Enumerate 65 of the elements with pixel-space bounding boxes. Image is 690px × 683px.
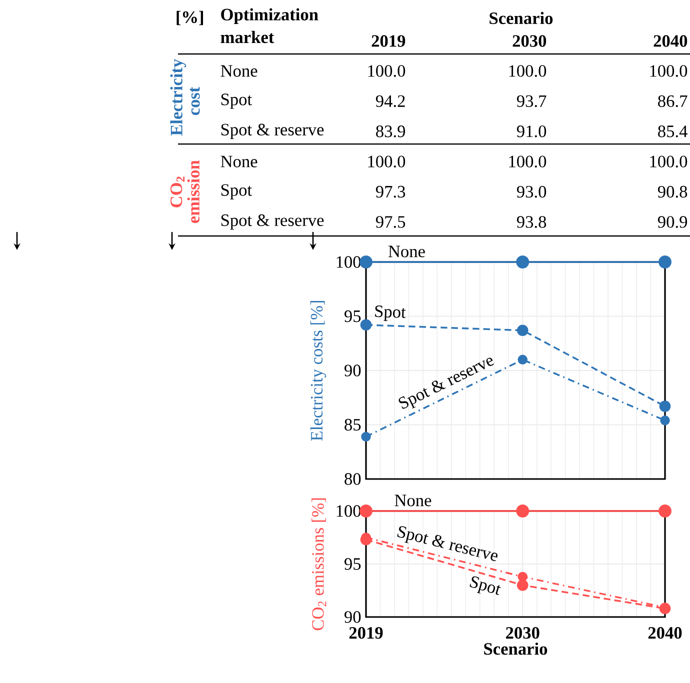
text: Optimization market [220, 8, 318, 44]
text: 100.0 [509, 156, 546, 168]
series-label: Spot [375, 305, 406, 321]
category-label: None [220, 65, 258, 77]
text: 100.0 [368, 156, 406, 168]
category-label: Spot & reserve [221, 124, 324, 139]
category-label: Spot & reserve [221, 214, 324, 230]
text: 85.4 [658, 126, 688, 138]
point [516, 324, 528, 336]
y-tick-label: 100 [336, 505, 361, 517]
category-label: 2040 [654, 35, 688, 47]
text: 100.0 [650, 65, 688, 77]
text: 83.9 [376, 126, 406, 138]
series-label: None [394, 494, 432, 506]
category-label: Spot [221, 184, 252, 200]
category-label: None [220, 156, 258, 168]
y-tick-label: 95 [344, 558, 361, 570]
point [360, 256, 372, 268]
y-tick-label: 90 [344, 364, 361, 376]
point [516, 504, 530, 518]
point [360, 319, 372, 331]
point [360, 504, 372, 518]
series-label: None [388, 246, 425, 258]
text: Scenario [490, 12, 553, 24]
point [659, 400, 671, 412]
point [518, 354, 528, 365]
text: 100.0 [650, 156, 688, 168]
text: [%] [176, 10, 204, 26]
text: 100.0 [368, 65, 406, 77]
text: 93.7 [516, 95, 546, 108]
point [516, 580, 528, 591]
text: 97.3 [376, 186, 406, 198]
text: 86.7 [658, 95, 688, 108]
point [516, 256, 530, 268]
text: Spot & reserve [397, 526, 498, 562]
text: 93.0 [516, 186, 546, 198]
category-label: Spot [221, 94, 252, 109]
text: 100.0 [509, 65, 546, 77]
x-axis-title: Scenario [484, 642, 548, 655]
y-axis-title: CO$_{2}$ emissions [%] [312, 498, 326, 630]
text: Electricity cost [170, 59, 200, 136]
x-tick-label: 2030 [506, 627, 540, 639]
text: 91.0 [516, 126, 546, 138]
text: 94.2 [376, 95, 405, 108]
y-tick-label: 80 [344, 473, 361, 485]
y-tick-label: 90 [344, 611, 361, 623]
text: 97.5 [376, 216, 406, 228]
category-label: 2030 [512, 35, 546, 47]
text: 90.9 [658, 216, 688, 228]
text: 93.8 [516, 216, 546, 228]
point [660, 416, 670, 426]
y-tick-label: 85 [344, 418, 361, 431]
point [658, 504, 672, 518]
text: Spot [470, 576, 501, 595]
point [658, 256, 672, 268]
text: 90.8 [658, 186, 688, 198]
y-tick-label: 95 [344, 310, 361, 322]
text: CO$_{2}$ emission [170, 160, 200, 223]
x-tick-label: 2019 [349, 627, 383, 639]
point [518, 572, 528, 582]
x-tick-label: 2040 [648, 627, 682, 639]
category-label: 2019 [372, 35, 406, 47]
text: Spot & reserve [398, 358, 494, 409]
y-axis-title: Electricity costs [%] [310, 301, 326, 441]
point [361, 432, 371, 442]
